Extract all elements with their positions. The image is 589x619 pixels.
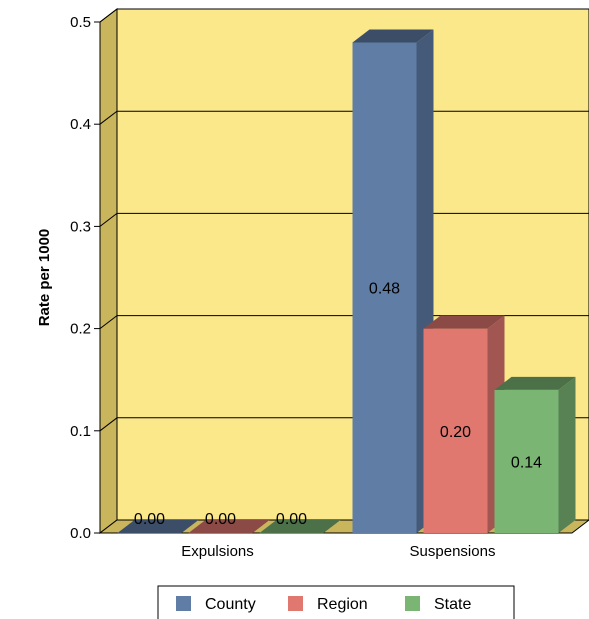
bar-state-suspensions	[494, 389, 559, 533]
y-axis-label: Rate per 1000	[36, 229, 53, 327]
legend-label-region: Region	[317, 596, 368, 613]
bar-top	[423, 315, 505, 329]
bar-top	[259, 520, 341, 533]
y-tick-label: 0.0	[70, 525, 91, 542]
gridline	[99, 8, 589, 23]
y-tick-label: 0.3	[70, 218, 91, 235]
data-label: 0.20	[440, 424, 471, 441]
data-label: 0.00	[134, 511, 165, 528]
data-label: 0.14	[511, 454, 542, 471]
bar-top	[352, 29, 434, 43]
bar-side	[558, 376, 576, 533]
bar-region-suspensions	[423, 328, 488, 533]
legend-swatch-county	[176, 596, 191, 611]
bar-top	[188, 520, 270, 533]
legend	[157, 585, 515, 619]
data-label: 0.00	[276, 511, 307, 528]
bar-top	[117, 520, 199, 533]
left-wall	[99, 7, 118, 535]
legend-label-state: State	[434, 596, 471, 613]
y-tick-label: 0.4	[70, 116, 91, 133]
legend-swatch-region	[288, 596, 303, 611]
bar-top	[494, 376, 576, 390]
y-tick-label: 0.1	[70, 423, 91, 440]
x-tick-label: Expulsions	[181, 543, 254, 560]
data-label: 0.48	[369, 281, 400, 298]
y-tick-label: 0.5	[70, 14, 91, 31]
x-tick-label: Suspensions	[410, 543, 496, 560]
data-label: 0.00	[205, 511, 236, 528]
legend-swatch-state	[405, 596, 420, 611]
bar-county-suspensions	[352, 42, 417, 533]
y-tick-label: 0.2	[70, 321, 91, 338]
legend-label-county: County	[205, 596, 256, 613]
